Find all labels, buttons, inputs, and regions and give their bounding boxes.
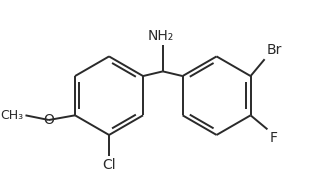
Text: Cl: Cl (102, 158, 116, 172)
Text: CH₃: CH₃ (1, 109, 24, 122)
Text: NH₂: NH₂ (148, 29, 174, 43)
Text: Br: Br (267, 43, 282, 57)
Text: F: F (269, 131, 277, 145)
Text: O: O (43, 113, 54, 127)
